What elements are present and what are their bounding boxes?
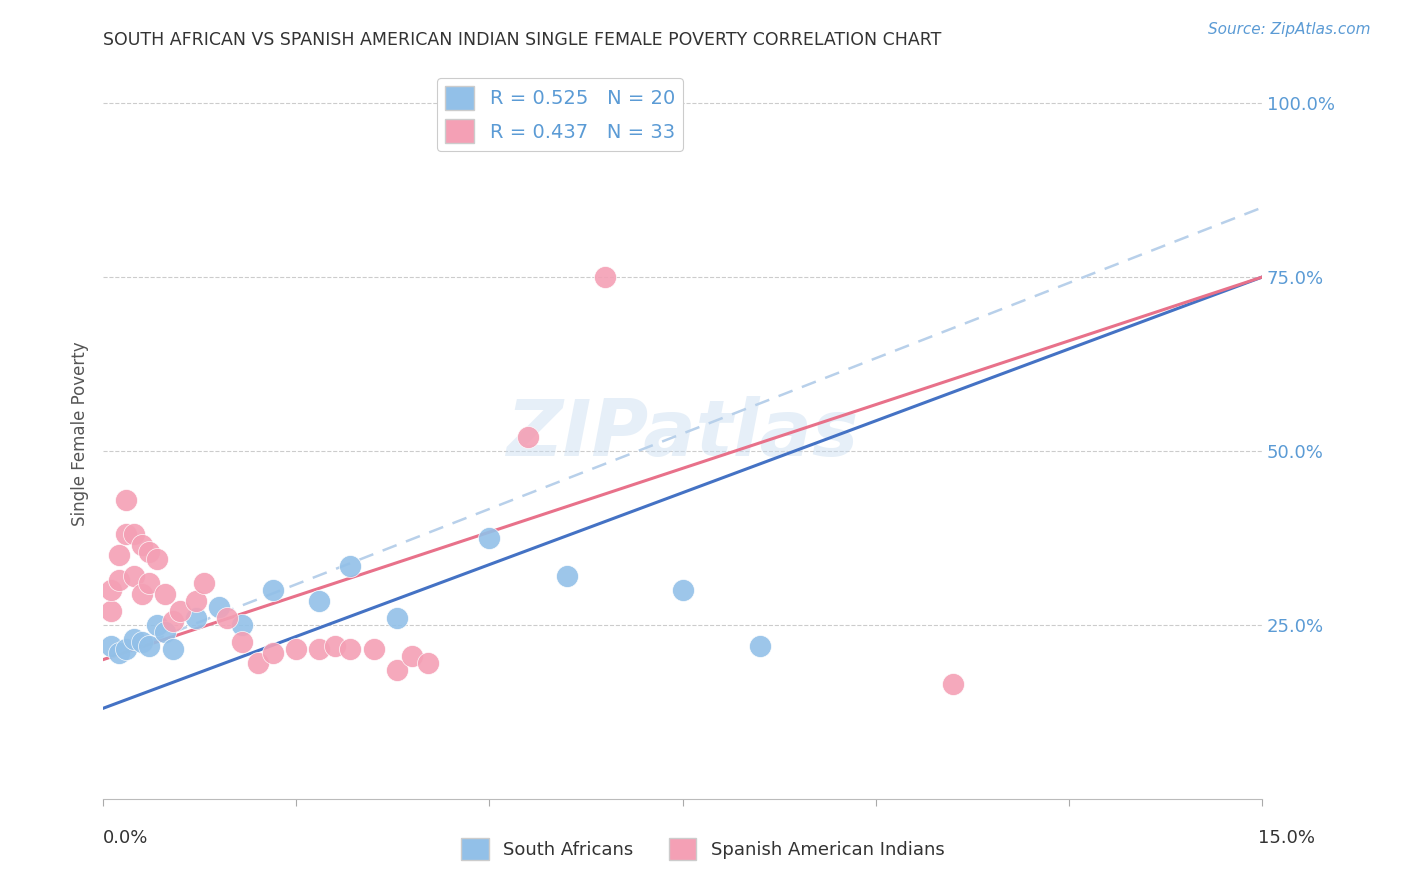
Point: [100, 604, 122, 618]
Text: 15.0%: 15.0%: [1257, 829, 1315, 847]
Point: [517, 430, 540, 444]
Legend: R = 0.525   N = 20, R = 0.437   N = 33: R = 0.525 N = 20, R = 0.437 N = 33: [437, 78, 683, 151]
Point: [131, 635, 153, 649]
Point: [115, 642, 138, 657]
Point: [122, 632, 145, 646]
Point: [138, 545, 160, 559]
Point: [122, 569, 145, 583]
Point: [215, 611, 238, 625]
Point: [401, 649, 423, 664]
Point: [308, 593, 330, 607]
Point: [131, 538, 153, 552]
Point: [208, 600, 231, 615]
Point: [162, 615, 184, 629]
Point: [100, 583, 122, 598]
Point: [138, 576, 160, 591]
Point: [115, 492, 138, 507]
Point: [153, 624, 176, 639]
Point: [169, 604, 191, 618]
Text: SOUTH AFRICAN VS SPANISH AMERICAN INDIAN SINGLE FEMALE POVERTY CORRELATION CHART: SOUTH AFRICAN VS SPANISH AMERICAN INDIAN…: [103, 31, 941, 49]
Point: [107, 573, 129, 587]
Point: [363, 642, 385, 657]
Point: [100, 639, 122, 653]
Point: [308, 642, 330, 657]
Point: [138, 639, 160, 653]
Point: [262, 583, 284, 598]
Text: 0.0%: 0.0%: [103, 829, 148, 847]
Point: [385, 663, 408, 677]
Point: [748, 639, 770, 653]
Point: [246, 656, 269, 670]
Point: [115, 527, 138, 541]
Legend: South Africans, Spanish American Indians: South Africans, Spanish American Indians: [454, 830, 952, 867]
Point: [285, 642, 308, 657]
Point: [162, 642, 184, 657]
Text: ZIPatlas: ZIPatlas: [506, 396, 859, 472]
Point: [153, 586, 176, 600]
Point: [184, 611, 207, 625]
Point: [122, 527, 145, 541]
Point: [231, 635, 253, 649]
Point: [184, 593, 207, 607]
Text: Source: ZipAtlas.com: Source: ZipAtlas.com: [1208, 22, 1371, 37]
Point: [323, 639, 346, 653]
Point: [478, 531, 501, 545]
Y-axis label: Single Female Poverty: Single Female Poverty: [72, 342, 89, 526]
Point: [942, 677, 965, 691]
Point: [193, 576, 215, 591]
Point: [262, 646, 284, 660]
Point: [593, 270, 616, 285]
Point: [671, 583, 693, 598]
Point: [107, 646, 129, 660]
Point: [107, 549, 129, 563]
Point: [385, 611, 408, 625]
Point: [146, 617, 169, 632]
Point: [416, 656, 439, 670]
Point: [555, 569, 578, 583]
Point: [339, 642, 361, 657]
Point: [231, 617, 253, 632]
Point: [146, 551, 169, 566]
Point: [131, 586, 153, 600]
Point: [339, 558, 361, 573]
